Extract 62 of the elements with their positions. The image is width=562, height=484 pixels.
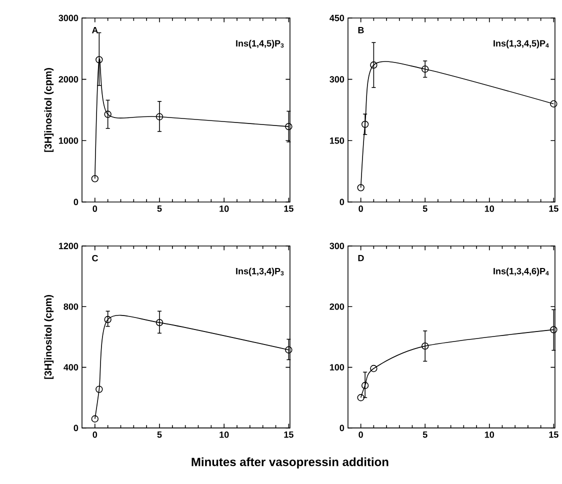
point [91,415,99,422]
y-tick-label: 3000 [58,14,78,22]
x-tick-label: 15 [284,432,294,438]
y-tick-label: 800 [64,303,78,310]
point [156,113,164,120]
y-tick-label: 400 [64,364,78,371]
point [370,61,378,69]
point [550,100,558,108]
x-tick-label: 10 [484,432,494,438]
x-tick-label: 0 [358,206,363,212]
x-tick-label: 5 [422,206,428,212]
y-tick-label: 150 [330,137,344,144]
x-tick-label: 15 [549,206,558,212]
text: C [92,254,98,262]
point [357,184,364,192]
point [285,122,292,130]
point [370,364,378,372]
y-tick-label: 450 [330,14,344,22]
x-tick-label: 0 [358,432,363,438]
annotation: Ins(1,4,5)P$_{3}$ [236,40,284,48]
x-axis-title: Minutes after vasopressin addition [192,457,388,469]
point [156,318,164,326]
x-tick-label: 15 [284,206,294,212]
text: A [92,27,98,34]
y-tick-label: 0 [340,198,344,206]
point [422,342,429,350]
point [285,346,292,354]
text: B [358,27,364,34]
y-tick-label: 1000 [59,137,78,144]
y-tick-label: 100 [330,364,344,371]
text: D [358,254,364,262]
x-tick-label: 5 [157,432,162,438]
point [91,175,99,182]
point [104,316,112,324]
y-tick-label: 0 [74,198,78,206]
x-tick-label: 0 [92,206,98,212]
x-tick-label: 10 [220,432,229,438]
x-tick-label: 0 [92,432,98,438]
x-tick-label: 15 [549,432,558,438]
x-tick-label: 10 [220,206,229,212]
point [96,56,103,64]
annotation: Ins(1,3,4)P$_{3}$ [236,268,284,276]
annotation: Ins(1,3,4,6)P$_{4}$ [494,268,549,276]
y-axis-title: [3H]inositol (cpm) [44,68,54,152]
point [96,386,103,393]
y-tick-label: 300 [330,76,344,83]
x-tick-label: 10 [484,206,494,212]
y-axis-title: [3H]inositol (cpm) [44,294,54,379]
y-tick-label: 0 [74,424,78,432]
y-tick-label: 300 [330,242,344,250]
y-tick-label: 200 [330,303,344,310]
point [361,382,369,390]
x-tick-label: 5 [157,206,162,212]
point [422,66,429,73]
y-tick-label: 0 [340,424,344,432]
x-tick-label: 5 [422,432,428,438]
y-tick-label: 2000 [58,76,78,83]
annotation: Ins(1,3,4,5)P$_{4}$ [494,40,549,48]
point [104,110,112,118]
point [361,120,369,128]
y-tick-label: 1200 [59,242,78,250]
point [550,326,558,334]
